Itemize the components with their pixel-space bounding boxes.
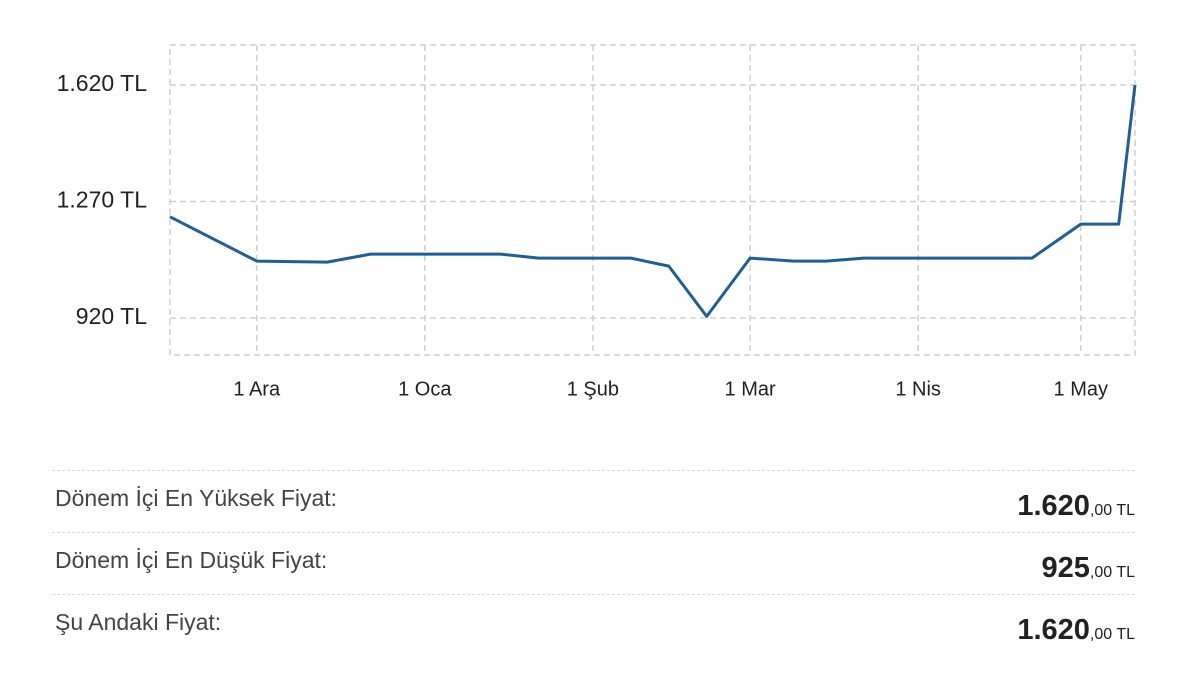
row-value: 1.620,00 TL bbox=[1017, 490, 1135, 523]
x-tick-label: 1 Oca bbox=[398, 378, 452, 400]
y-tick-label: 1.270 TL bbox=[57, 187, 148, 213]
value-decimal: ,00 TL bbox=[1089, 502, 1135, 519]
price-line bbox=[169, 84, 1137, 318]
value-decimal: ,00 TL bbox=[1089, 564, 1135, 581]
chart: 920 TL 1.270 TL 1.620 TL 1 Ara 1 Oca 1 Şub 1 M… bbox=[57, 44, 1137, 400]
y-tick-label: 920 TL bbox=[76, 303, 147, 329]
row-label: Dönem İçi En Yüksek Fiyat: bbox=[55, 485, 338, 511]
x-tick-label: 1 Ara bbox=[233, 378, 281, 400]
summary-row: Dönem İçi En Düşük Fiyat: 925,00 TL bbox=[52, 532, 1135, 594]
x-tick-label: 1 May bbox=[1054, 378, 1108, 400]
value-main: 925 bbox=[1041, 552, 1090, 584]
row-label: Dönem İçi En Düşük Fiyat: bbox=[55, 547, 328, 573]
value-main: 1.620 bbox=[1017, 614, 1090, 646]
x-tick-label: 1 Şub bbox=[567, 378, 619, 400]
y-tick-label: 1.620 TL bbox=[57, 70, 148, 96]
row-value: 1.620,00 TL bbox=[1017, 614, 1135, 647]
row-label: Şu Andaki Fiyat: bbox=[55, 609, 222, 635]
row-value: 925,00 TL bbox=[1042, 552, 1135, 585]
value-decimal: ,00 TL bbox=[1089, 626, 1135, 643]
x-tick-label: 1 Nis bbox=[895, 378, 941, 400]
summary-row: Şu Andaki Fiyat: 1.620,00 TL bbox=[52, 594, 1135, 656]
value-main: 1.620 bbox=[1017, 490, 1090, 522]
plot-frame bbox=[169, 44, 1136, 356]
x-tick-label: 1 Mar bbox=[725, 378, 776, 400]
summary-row: Dönem İçi En Yüksek Fiyat: 1.620,00 TL bbox=[52, 470, 1135, 532]
summary: Dönem İçi En Yüksek Fiyat: 1.620,00 TL Dö… bbox=[52, 470, 1135, 656]
